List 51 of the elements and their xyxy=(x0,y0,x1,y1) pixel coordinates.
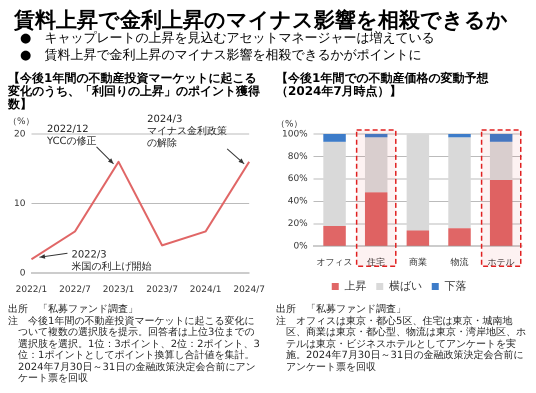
annotation: 2024/3 マイナス金利政策の解除 xyxy=(147,114,228,149)
text: 注 今後1年間の不動産投資マーケットに起こる変化について複数の選択肢を提示。回答者は上位3位までの選択肢を選択。1位：3ポイント、2位：2ポイント、3位：1ポイントとしてポイント換算し合計値を集計。2024年7月30日～31日の金融政策決定会合前にアンケート票を回収 xyxy=(8,316,261,384)
bar xyxy=(448,228,471,246)
bar xyxy=(448,137,471,228)
bar xyxy=(448,134,471,138)
x-tick-label: 2023/1 xyxy=(102,284,134,295)
y-tick-label: 40% xyxy=(288,196,308,207)
bar xyxy=(323,142,346,226)
legend-label: 下落 xyxy=(444,279,466,292)
x-tick-label: 2022/7 xyxy=(59,284,91,295)
text: ● 賃料上昇で金利上昇のマイナス影響を相殺できるかがポイントに xyxy=(20,47,422,64)
legend-label: 横ばい xyxy=(388,279,422,292)
y-axis-title: （%） xyxy=(8,117,35,127)
bar xyxy=(490,134,512,142)
bar xyxy=(490,142,512,180)
annotation: 2022/12 YCCの修正 xyxy=(46,124,97,147)
bar xyxy=(364,137,388,192)
y-tick-label: 20% xyxy=(288,219,308,230)
x-tick-label: 住宅 xyxy=(367,256,386,268)
x-tick-label: 2022/1 xyxy=(16,284,48,295)
bar xyxy=(323,134,346,142)
legend-label: 上昇 xyxy=(344,279,366,292)
text: 賃料上昇で金利上昇のマイナス影響を相殺できるか xyxy=(14,7,508,32)
text: ● キャップレートの上昇を見込むアセットマネージャーは増えている xyxy=(20,30,434,47)
y-tick-label: 20 xyxy=(14,129,26,140)
annotation: 2022/3 米国の利上げ開始 xyxy=(71,249,152,272)
x-tick-label: 2024/7 xyxy=(233,284,266,295)
y-tick-label: 0 xyxy=(20,268,26,279)
x-tick-label: オフィス xyxy=(316,258,353,268)
chart-title: 【今後1年間での不動産価格の変動予想（2024年7月時点）】 xyxy=(275,71,490,100)
y-tick-label: 100% xyxy=(282,129,308,140)
x-tick-label: 2023/7 xyxy=(146,284,178,295)
bar xyxy=(490,180,512,246)
bar xyxy=(406,134,430,230)
text: 注 オフィスは東京・都心5区、住宅は東京・城南地区、商業は東京・都心型、物流は東京・湾岸地区、ホテルは東京・ビジネスホテルとしてアンケートを実施。2024年7月30日～31日の金融政策決定会合前にアンケート票を回収 xyxy=(276,316,527,373)
x-tick-label: 2024/1 xyxy=(190,284,222,295)
y-tick-label: 60% xyxy=(288,174,308,184)
x-tick-label: 物流 xyxy=(450,256,469,268)
text: 出所 「私募ファンド調査」 xyxy=(276,304,407,316)
y-tick-label: 0% xyxy=(293,242,308,252)
text: 出所 「私募ファンド調査」 xyxy=(8,304,139,316)
chart-title: 【今後1年間の不動産投資マーケットに起こる変化のうち、「利回りの上昇」のポイント獲得数】 xyxy=(6,71,261,112)
bar xyxy=(323,226,346,246)
y-tick-label: 10 xyxy=(14,198,26,209)
x-tick-label: 商業 xyxy=(408,256,427,268)
y-tick-label: 80% xyxy=(288,152,308,162)
bar xyxy=(406,230,430,246)
bar xyxy=(364,192,388,246)
x-tick-label: ホテル xyxy=(488,258,515,268)
y-axis-title: （%） xyxy=(276,119,303,130)
bar xyxy=(364,134,388,138)
